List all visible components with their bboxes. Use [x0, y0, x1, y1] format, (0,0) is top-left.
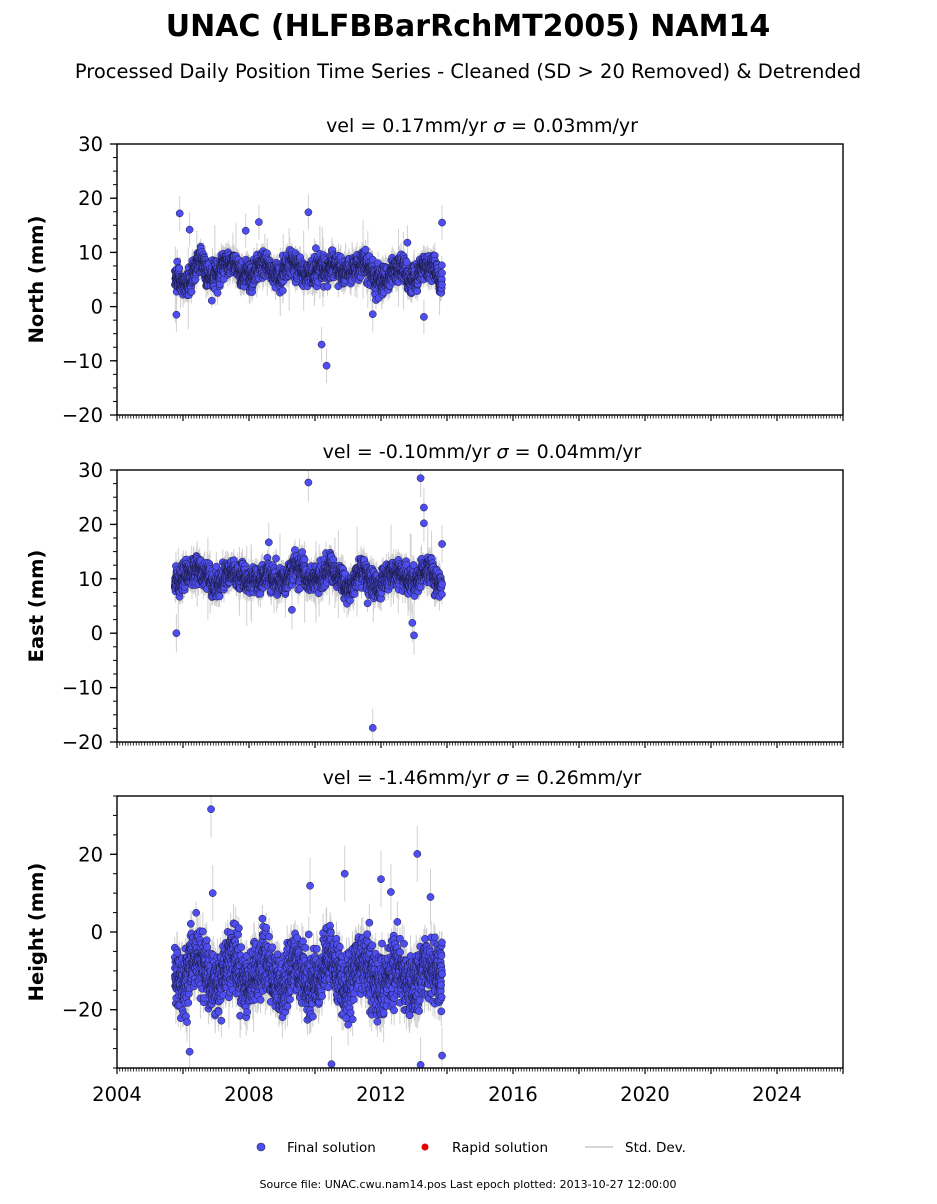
final-solution-point	[242, 227, 249, 234]
final-solution-point	[214, 289, 221, 296]
final-solution-point	[414, 288, 421, 295]
panel-title: vel = 0.17mm/yr σ = 0.03mm/yr	[326, 115, 638, 137]
final-solution-point	[362, 246, 369, 253]
final-solution-point	[305, 209, 312, 216]
final-solution-point	[420, 313, 427, 320]
final-solution-point	[438, 262, 445, 269]
figure-title: UNAC (HLFBBarRchMT2005) NAM14	[166, 9, 770, 44]
panel-title-sigma-value: = 0.03mm/yr	[505, 115, 638, 137]
y-tick-label: −20	[62, 404, 103, 427]
panel-title-vel: vel = 0.17mm/yr	[326, 115, 493, 137]
final-solution-point	[438, 269, 445, 276]
panel-ylabel: North (mm)	[25, 216, 48, 344]
final-solution-point	[438, 219, 445, 226]
panel-title-sigma-symbol: σ	[493, 115, 506, 137]
final-solution-point	[188, 288, 195, 295]
final-solution-point	[255, 218, 262, 225]
final-solution-point	[208, 297, 215, 304]
figure-subtitle: Processed Daily Position Time Series - C…	[75, 60, 861, 83]
final-solution-point	[369, 311, 376, 318]
final-solution-point	[173, 311, 180, 318]
final-solution-point	[174, 258, 181, 265]
final-solution-point	[324, 283, 331, 290]
final-solution-point	[279, 287, 286, 294]
final-solution-point	[318, 341, 325, 348]
final-solution-point	[176, 265, 183, 272]
y-tick-label: 10	[78, 241, 103, 264]
final-solution-point	[438, 281, 445, 288]
final-solution-point	[186, 226, 193, 233]
final-solution-point	[176, 210, 183, 217]
final-solution-point	[323, 362, 330, 369]
y-tick-label: 30	[78, 133, 103, 156]
y-tick-label: 0	[91, 296, 103, 319]
y-tick-label: 20	[78, 187, 103, 210]
y-tick-label: −10	[62, 350, 103, 373]
final-solution-point	[404, 239, 411, 246]
